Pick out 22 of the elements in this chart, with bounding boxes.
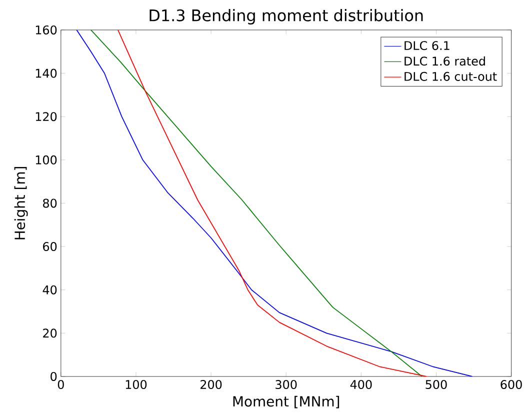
- x-axis-title: Moment [MNm]: [233, 396, 340, 408]
- y-tick-label: 60: [43, 242, 57, 251]
- y-tick-label: 0: [50, 372, 57, 381]
- y-axis-title: Height [m]: [14, 166, 28, 240]
- x-tick-label: 500: [426, 380, 447, 389]
- legend-label: DLC 1.6 rated: [404, 56, 485, 66]
- chart-title: D1.3 Bending moment distribution: [150, 8, 423, 24]
- x-tick-label: 600: [500, 380, 522, 389]
- y-tick-label: 160: [36, 25, 57, 34]
- y-tick-label: 120: [36, 112, 57, 121]
- y-tick-label: 40: [42, 285, 57, 294]
- y-tick-label: 20: [43, 328, 57, 338]
- x-tick-label: 200: [200, 380, 222, 389]
- y-tick-label: 140: [36, 68, 57, 78]
- y-tick-label: 100: [36, 155, 57, 164]
- y-tick-label: 80: [43, 198, 57, 208]
- legend-label: DLC 6.1: [404, 40, 450, 50]
- x-tick-label: 0: [58, 380, 64, 389]
- x-tick-label: 400: [350, 380, 372, 389]
- x-tick-label: 100: [126, 380, 147, 389]
- legend-label: DLC 1.6 cut-out: [404, 72, 497, 81]
- x-tick-label: 300: [276, 380, 297, 389]
